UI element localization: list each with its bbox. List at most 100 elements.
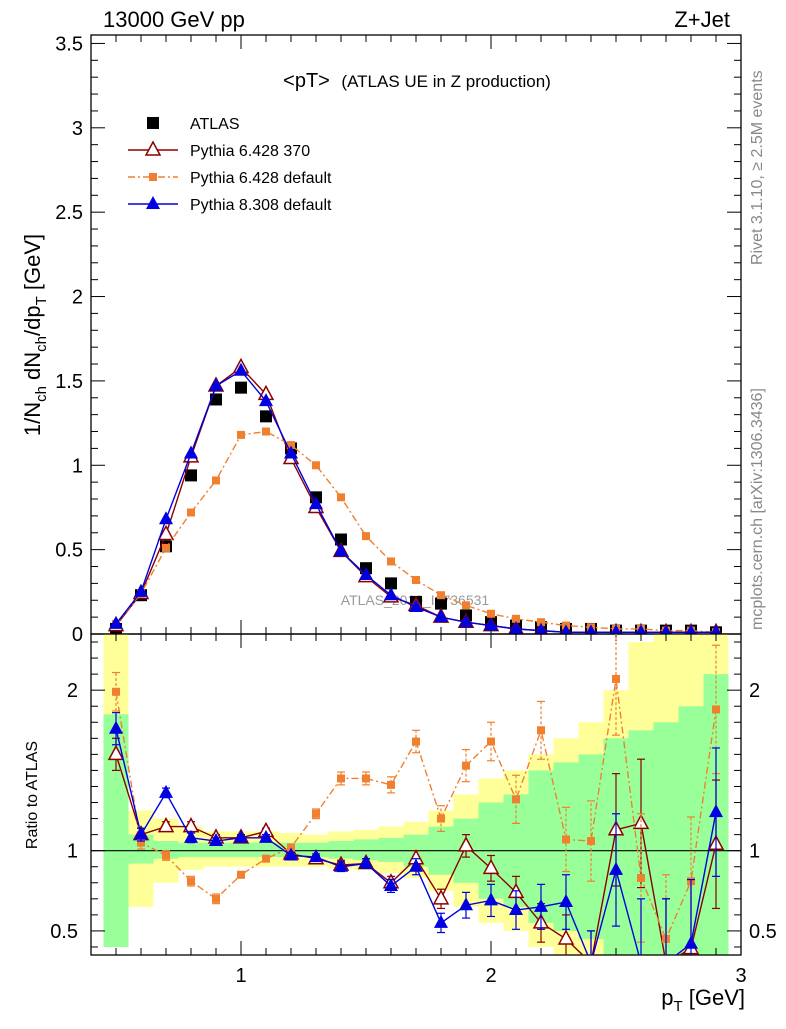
plot-title: <pT> (ATLAS UE in Z production) [283,70,551,92]
y-tick-label: 1.5 [55,371,83,393]
ylabel-bottom: Ratio to ATLAS [24,741,41,849]
ratio-point [457,836,475,852]
ratio-y-tick-label: 0.5 [50,921,78,943]
series-pythia-8-308-default [109,362,722,634]
ratio-point [709,804,723,818]
ratio-point [509,902,523,916]
y-tick-label: 2 [72,287,83,309]
ratio-point [134,826,148,840]
data-point [537,618,545,627]
ratio-y-tick-label: 1 [67,841,78,863]
header-left: 13000 GeV pp [103,7,245,32]
ratio-series-layer [107,634,725,955]
legend-marker [144,140,162,156]
data-point [109,615,123,629]
legend-marker [149,173,157,181]
data-point [512,614,520,623]
data-point [334,543,348,557]
legend-marker [147,117,159,129]
ratio-point [437,814,445,823]
band-inner-bin [353,839,379,861]
legend-item: Pythia 8.308 default [128,196,332,214]
ratio-point [359,855,373,869]
header-right: Z+Jet [674,7,730,32]
legend-item: Pythia 6.428 370 [128,140,310,160]
data-point [459,614,473,628]
ratio-y-tick-label-right: 2 [749,680,760,702]
data-point [534,622,548,634]
ratio-point [109,720,123,734]
ratio-point [159,784,173,798]
data-point [234,362,248,376]
data-point [359,566,373,580]
data-point [484,617,498,631]
ratio-point [534,898,548,912]
top-plot: 0 0.5 1 1.5 2 2.5 3 3.5 [55,33,742,646]
data-point [635,624,647,634]
ratio-point [107,744,125,761]
data-point [409,599,423,613]
data-point [212,476,220,485]
data-point [159,511,173,525]
band-inner-bin [328,841,354,859]
data-point [509,620,523,634]
band-inner-bin [228,842,254,858]
ratio-point [537,726,545,735]
data-point [187,508,195,517]
ratio-point [587,837,595,846]
mcplots-label: mcplots.cern.ch [arXiv:1306.3436] [749,388,766,630]
ratio-point [309,849,323,863]
ratio-point [184,829,198,843]
xlabel: pT [GeV] [661,985,745,1015]
data-point [660,624,672,634]
ratio-point [412,737,420,746]
ratio-point [209,833,223,847]
legend-item: Pythia 6.428 default [128,170,332,187]
y-tick-label: 2.5 [55,202,83,224]
ratio-point [137,838,145,847]
data-point [412,576,420,585]
data-point [260,410,272,423]
y-tick-label: 1 [72,455,83,477]
data-point [335,533,347,546]
ratio-point [334,858,348,872]
ratio-point [612,674,620,683]
ratio-point [312,809,320,818]
band-inner-bin [153,841,179,859]
ratio-point [212,894,220,903]
data-point [235,381,247,394]
ratio-point [432,889,450,905]
data-point [262,427,270,436]
ratio-point [559,894,573,908]
band-inner-bin [378,837,404,862]
x-tick-label: 1 [235,965,246,987]
data-point [337,493,345,502]
top-series-layer [107,357,723,634]
ratio-point [162,851,170,860]
band-inner-bin [203,842,229,858]
ratio-point [459,897,473,911]
ratio-y-tick-label-right: 1 [749,841,760,863]
plot-title-sub: (ATLAS UE in Z production) [341,72,550,91]
ratio-point [234,829,248,843]
ratio-point [487,737,495,746]
plot-title-main: <pT> [283,70,330,92]
data-point [434,609,448,623]
rivet-label: Rivet 3.1.10, ≥ 2.5M events [749,70,766,265]
ratio-point [637,873,645,882]
data-point [237,430,245,439]
ratio-point [337,774,345,783]
legend-label: Pythia 8.308 default [190,197,332,214]
data-point [157,524,175,541]
ratio-point [409,858,423,872]
legend-label: ATLAS [190,116,240,133]
data-point [462,601,470,610]
ratio-point [259,829,273,843]
data-point [287,441,295,450]
ratio-point [512,795,520,804]
ratio-point [287,843,295,852]
data-point [437,591,445,600]
data-point [309,496,323,510]
legend-label: Pythia 6.428 370 [190,143,310,160]
